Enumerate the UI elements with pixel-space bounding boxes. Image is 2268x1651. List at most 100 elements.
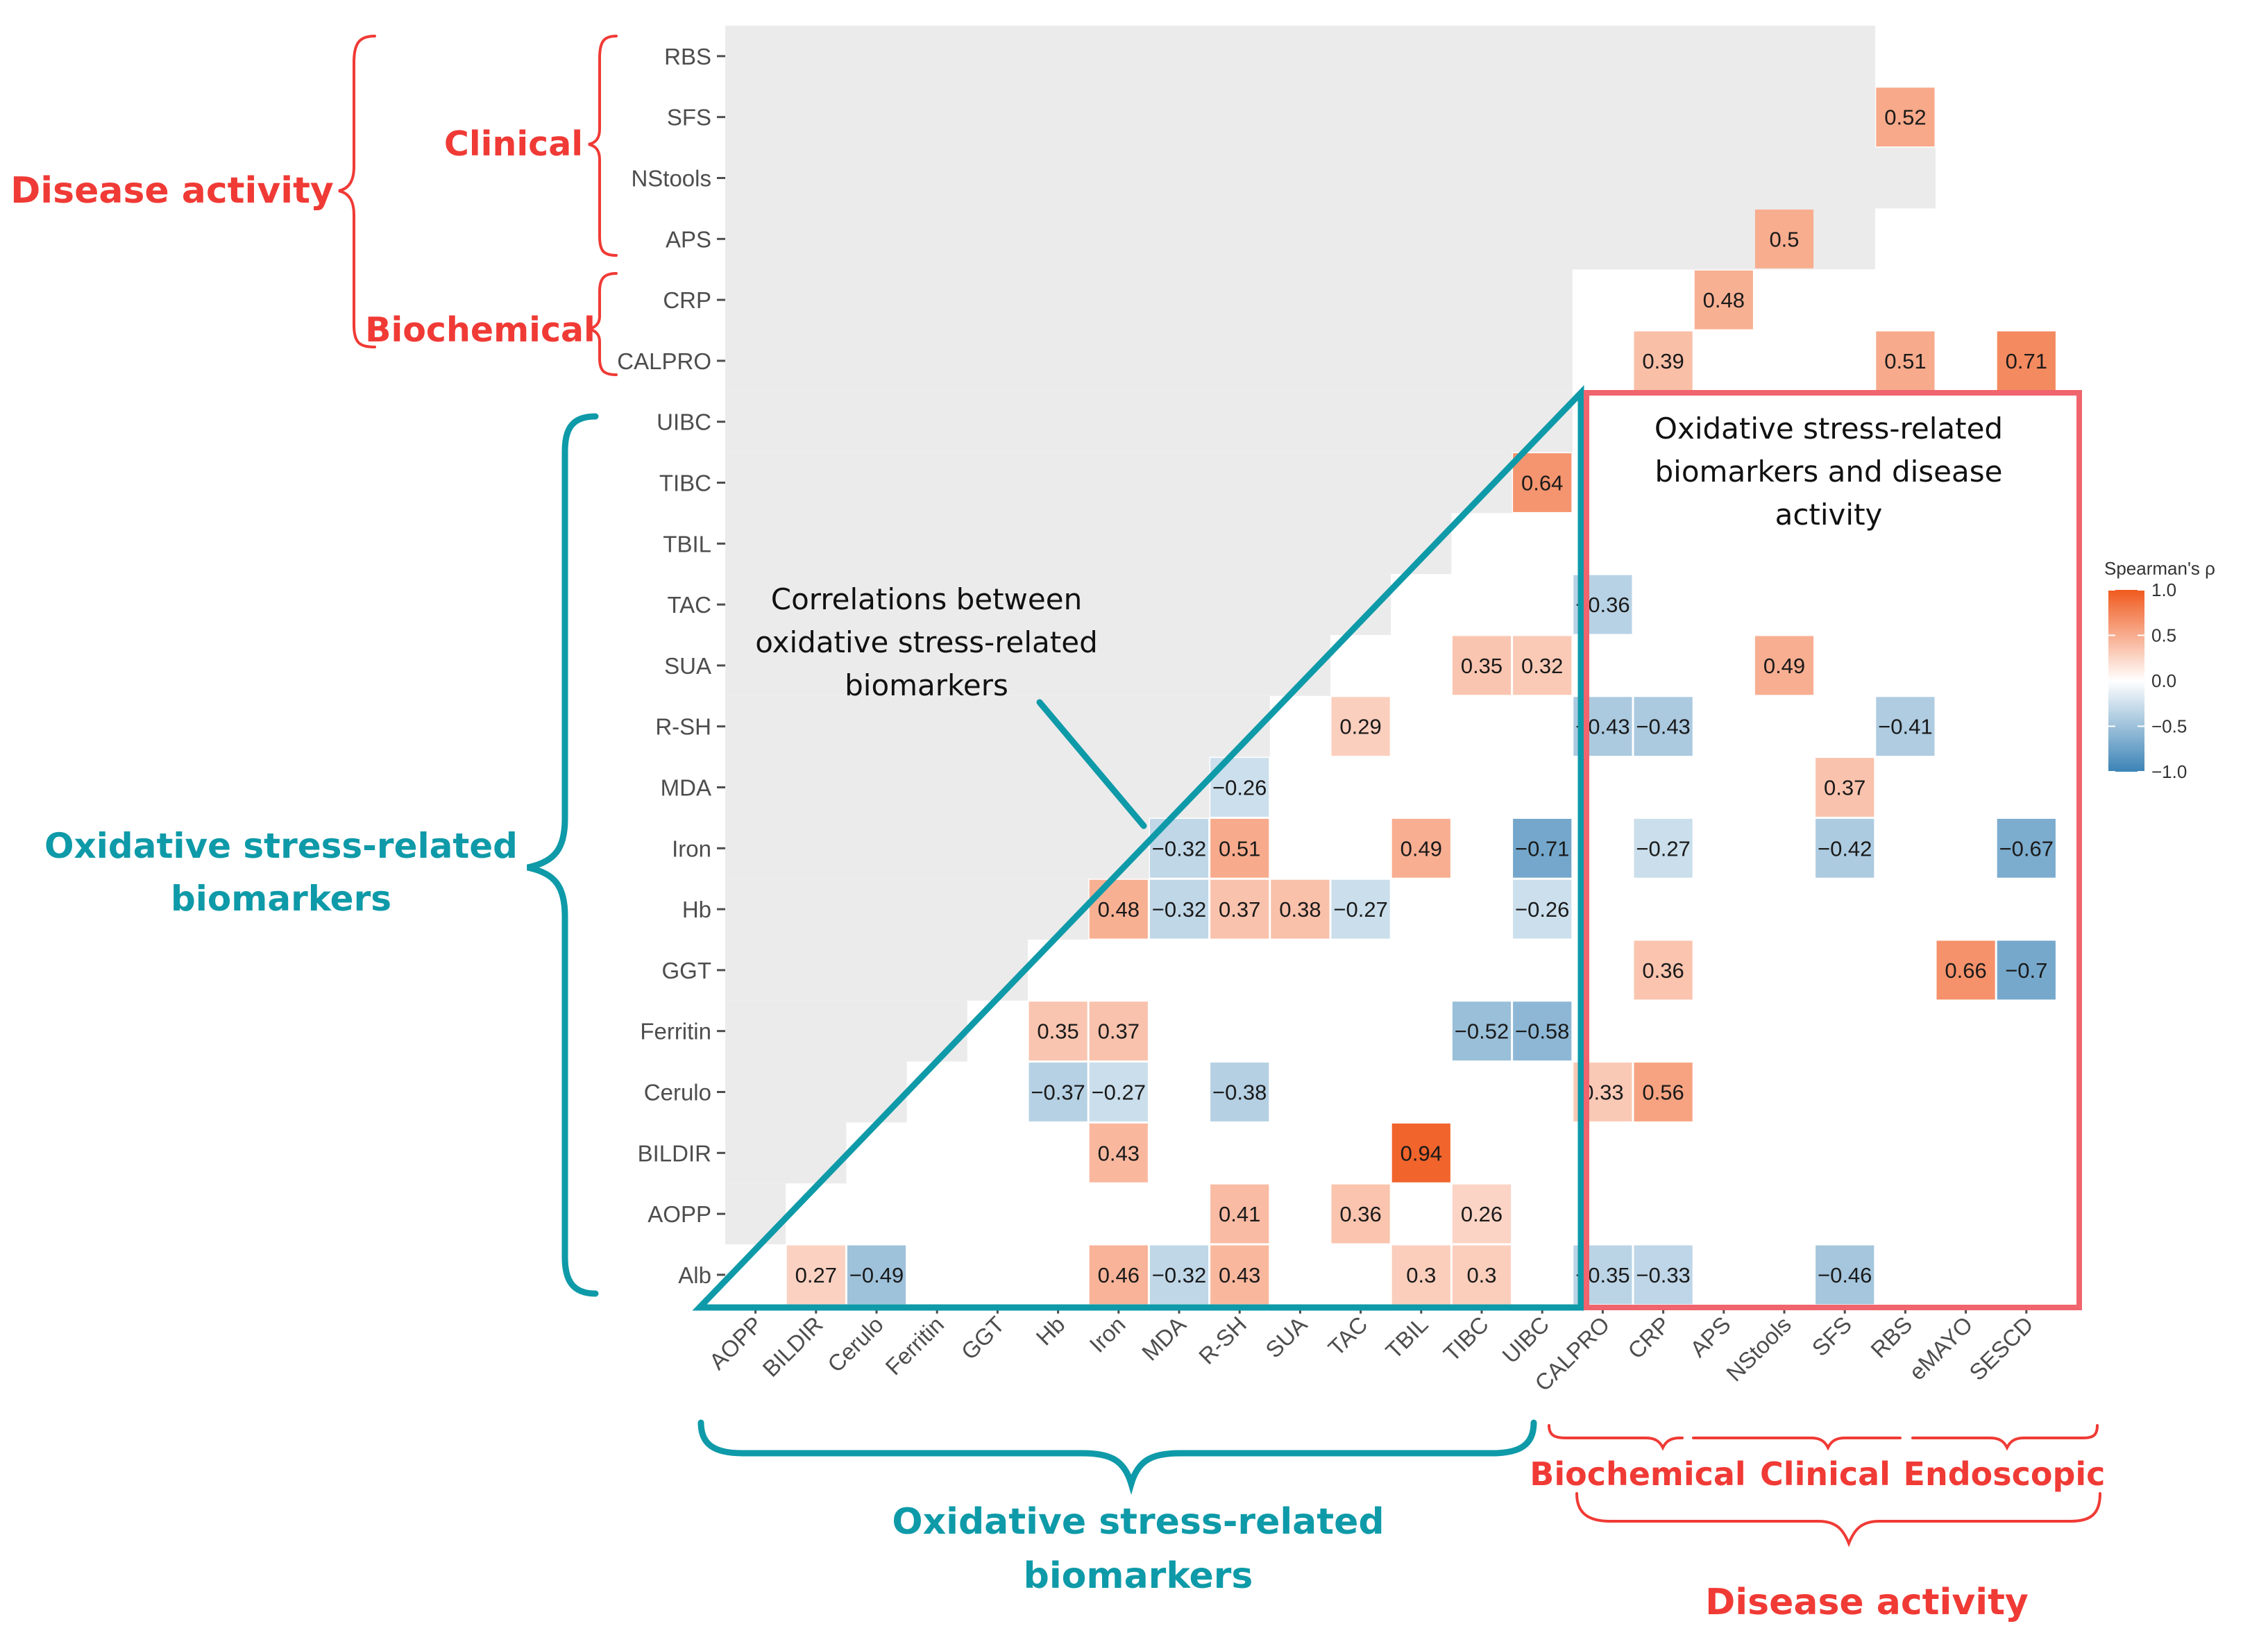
x-tick-label: Cerulo [822, 1312, 888, 1378]
bottom-clinical-label: Clinical [1760, 1455, 1890, 1493]
x-tick-label: Ferritin [880, 1312, 949, 1380]
heatmap-cell [1029, 1001, 1088, 1061]
heatmap-cell-value: −0.42 [1818, 836, 1872, 861]
heatmap-cell-value: 0.64 [1521, 471, 1563, 496]
clinical-left-brace [588, 35, 618, 257]
heatmap-cell [1331, 879, 1390, 939]
heatmap-cell-value: 0.48 [1098, 897, 1140, 922]
y-tick-label: Alb [678, 1262, 711, 1288]
x-tick-label: GGT [956, 1312, 1010, 1365]
heatmap-cell-value: 0.35 [1461, 654, 1503, 678]
y-tick-label: GGT [662, 958, 712, 983]
masked-region-row [725, 695, 1270, 757]
bottom-oxidative-label-line-2: biomarkers [1024, 1555, 1253, 1597]
masked-region-row [725, 1061, 907, 1123]
legend-tick-label: 0.5 [2151, 625, 2176, 646]
heatmap-cell [1997, 940, 2056, 1000]
masked-region-row [725, 756, 1210, 818]
y-tick-label: NStools [631, 166, 711, 192]
y-tick-label: Ferritin [640, 1019, 711, 1044]
masked-region-row [725, 818, 1149, 879]
heatmap-cell [1452, 636, 1512, 695]
heatmap-cell [1816, 1245, 1875, 1305]
heatmap-cell [1331, 697, 1390, 756]
x-tick-label: MDA [1137, 1312, 1191, 1366]
oxidative-left-brace [527, 413, 599, 1297]
heatmap-cell [1816, 818, 1875, 878]
heatmap-cell-value: 0.52 [1884, 105, 1926, 130]
heatmap-cell-value: 0.36 [1339, 1202, 1381, 1226]
heatmap-cell [1029, 1062, 1088, 1121]
heatmap-cell-value: −0.38 [1212, 1081, 1267, 1105]
heatmap-cell [1210, 1184, 1269, 1244]
heatmap-cell [1513, 636, 1572, 695]
heatmap-cell [1513, 1001, 1572, 1061]
left-biochemical-label: Biochemical [365, 310, 595, 350]
triangle-note-line-3: biomarkers [845, 668, 1008, 702]
heatmap-cell [1876, 331, 1935, 391]
heatmap-cell-value: −0.49 [849, 1263, 904, 1287]
heatmap-cell-value: 0.71 [2006, 349, 2047, 373]
heatmap-cell [1452, 1245, 1512, 1305]
heatmap-cell-value: −0.41 [1878, 715, 1932, 739]
heatmap-cell-value: 0.37 [1824, 776, 1865, 800]
heatmap-cell [1634, 1245, 1693, 1305]
heatmap-cell-value: 0.36 [1642, 958, 1684, 983]
y-tick-label: Hb [682, 897, 711, 922]
heatmap-cell-value: 0.37 [1098, 1019, 1140, 1044]
heatmap-cell [1634, 1062, 1693, 1121]
disease-activity-box-outline [1584, 390, 2082, 1310]
heatmap-cell [1331, 1184, 1390, 1244]
x-tick-label: NStools [1721, 1312, 1796, 1387]
left-brackets [338, 35, 618, 1297]
heatmap-cell-value: 0.43 [1219, 1263, 1260, 1287]
heatmap-cell-value: −0.52 [1455, 1019, 1509, 1044]
y-tick-label: TIBC [659, 471, 711, 496]
masked-region-biochem [725, 269, 1573, 391]
heatmap-cell [847, 1245, 906, 1305]
heatmap-cell [1089, 1001, 1148, 1061]
heatmap-cell [1997, 331, 2056, 391]
biochemical-left-brace [588, 272, 618, 376]
masked-region-row [725, 879, 1089, 940]
masked-region-disease [725, 26, 1875, 270]
heatmap-cell [1210, 1062, 1269, 1121]
box-note: Oxidative stress-related biomarkers and … [1655, 412, 2003, 532]
y-tick-label: UIBC [657, 409, 711, 435]
heatmap-cell [1149, 879, 1209, 939]
heatmap-cell-value: −0.43 [1636, 715, 1690, 739]
heatmap-cell [1391, 1245, 1450, 1305]
x-tick-label: SFS [1807, 1312, 1857, 1362]
x-tick-label: Hb [1031, 1312, 1070, 1351]
masked-region-row [725, 391, 1573, 452]
heatmap-cell-value: 0.51 [1219, 836, 1260, 861]
left-clinical-label: Clinical [444, 124, 583, 164]
heatmap-cell [1391, 1123, 1450, 1183]
bottom-biochemical-label: Biochemical [1530, 1455, 1745, 1493]
y-tick-label: Iron [672, 836, 711, 861]
heatmap-cell-value: −0.32 [1152, 836, 1206, 861]
heatmap-cell-value: 0.66 [1945, 958, 1986, 983]
heatmap-cell-value: −0.33 [1636, 1263, 1690, 1287]
masked-region-row [725, 452, 1512, 514]
biochemical-bottom-brace [1548, 1424, 1684, 1451]
legend-tick-label: −1.0 [2151, 761, 2187, 782]
heatmap-cell-value: 0.27 [795, 1263, 837, 1287]
heatmap-cell [1936, 940, 1995, 1000]
y-tick-label: RBS [664, 44, 711, 69]
heatmap-cell-value: 0.46 [1098, 1263, 1140, 1287]
y-axis-ticks: RBS SFS NStools APS CRP CALPRO UIBC TIBC TBIL TAC… [617, 44, 725, 1288]
heatmap-cell [1513, 879, 1572, 939]
x-tick-label: Iron [1084, 1312, 1130, 1357]
bottom-disease-activity-label: Disease activity [1705, 1582, 2029, 1623]
heatmap-cell [1754, 636, 1814, 695]
heatmap-cell [1210, 879, 1269, 939]
masked-region-row [725, 574, 1391, 635]
heatmap-cell-value: −0.67 [1999, 836, 2054, 861]
box-note-line-1: Oxidative stress-related [1655, 412, 2003, 446]
heatmap-cell [1149, 1245, 1209, 1305]
heatmap-cell-value: 0.49 [1400, 836, 1442, 861]
y-tick-label: CRP [663, 287, 711, 313]
masked-region-row [725, 513, 1452, 575]
